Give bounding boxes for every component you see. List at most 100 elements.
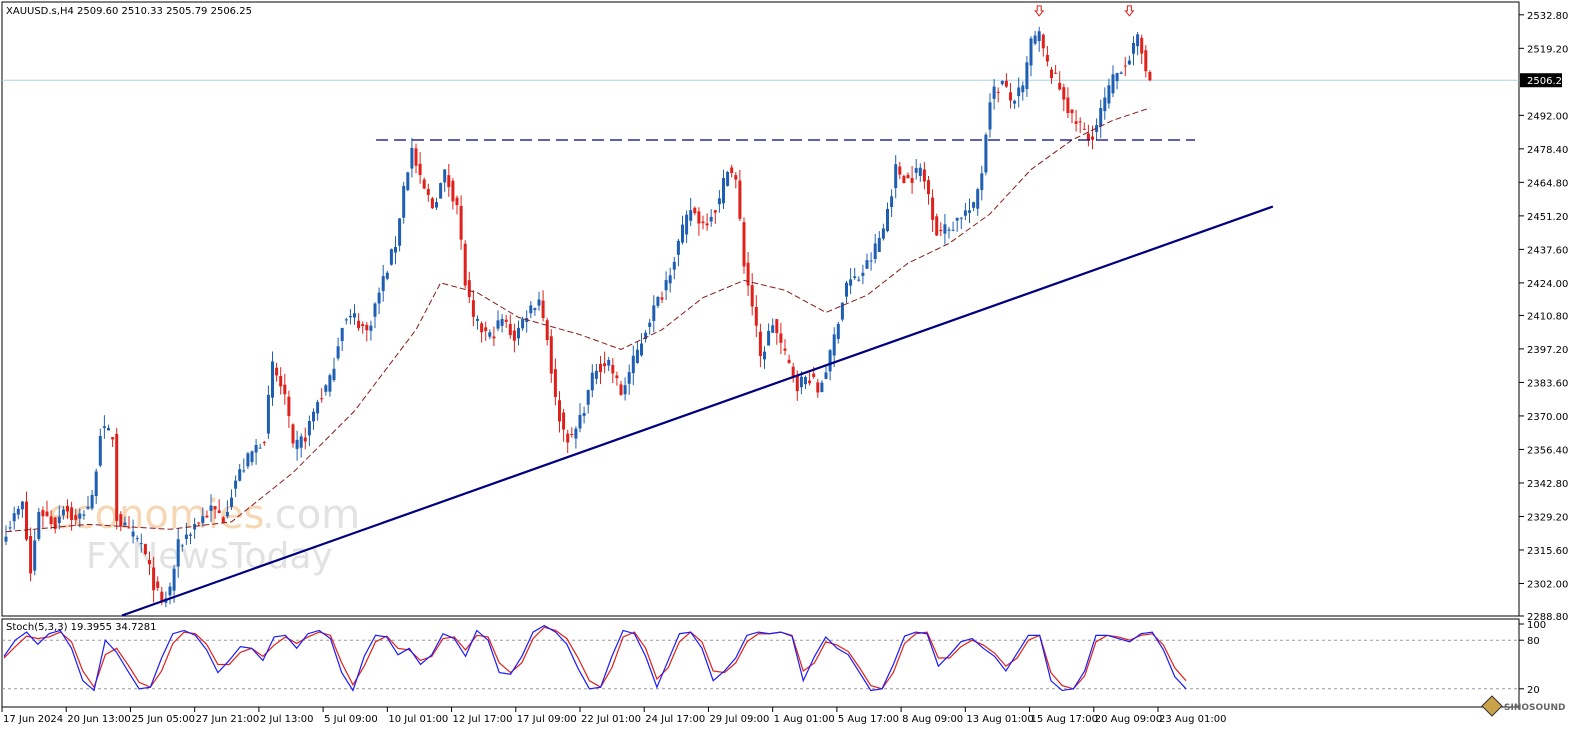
candle (262, 440, 266, 446)
candle-body (763, 351, 766, 360)
candle-body (29, 535, 33, 574)
candle (635, 341, 639, 364)
candle (78, 508, 82, 528)
candle (143, 543, 147, 556)
candle-body (246, 453, 250, 467)
candle-body (808, 380, 812, 384)
candle-body (861, 272, 865, 276)
candle (53, 516, 57, 534)
candle-body (578, 414, 582, 429)
candle-body (221, 517, 225, 523)
candle (619, 380, 623, 396)
candle-body (463, 243, 467, 286)
candle-body (652, 305, 656, 321)
candle (1123, 56, 1127, 77)
candle (984, 132, 988, 176)
candle-body (303, 437, 307, 442)
candle-body (61, 509, 65, 516)
candle-body (242, 470, 246, 472)
candle (910, 166, 914, 194)
candle (209, 494, 213, 523)
candle-body (1029, 38, 1033, 66)
candle (115, 427, 119, 530)
candle (135, 535, 139, 542)
candle (574, 426, 578, 449)
candle-body (439, 183, 443, 199)
candle (701, 215, 705, 230)
candle-body (869, 260, 873, 262)
candle-body (988, 102, 992, 130)
candle-body (927, 180, 930, 195)
candle-body (176, 539, 180, 567)
time-tick-label: 17 Jun 2024 (3, 714, 63, 725)
candle (414, 143, 418, 174)
candle-body (455, 197, 459, 206)
candle-body (1086, 133, 1090, 141)
candle-body (689, 210, 693, 221)
candle (320, 388, 324, 403)
candle (853, 267, 857, 280)
candle-body (148, 559, 151, 565)
price-tick-label: 2342.80 (1527, 479, 1568, 490)
candle (242, 458, 246, 473)
candle (845, 280, 848, 304)
candle (627, 364, 631, 395)
candle (586, 389, 590, 414)
time-tick-label: 27 Jun 21:00 (196, 714, 260, 725)
candle (217, 499, 221, 514)
candle (873, 234, 877, 264)
candle-body (410, 147, 414, 169)
candle (1148, 70, 1152, 82)
candle-body (139, 543, 143, 545)
candle (553, 358, 557, 406)
candle-body (824, 372, 828, 379)
candle-body (41, 510, 45, 517)
candle (668, 267, 672, 293)
candle (1144, 45, 1148, 78)
candle-body (660, 297, 664, 300)
candle (545, 317, 549, 346)
candle (381, 264, 385, 302)
candle (156, 576, 160, 591)
candle (184, 522, 188, 545)
candle-body (1045, 54, 1049, 62)
time-tick-label: 20 Aug 09:00 (1095, 714, 1162, 725)
candle (225, 500, 229, 519)
candle (8, 520, 12, 532)
candle (418, 151, 422, 184)
candle (369, 320, 373, 341)
candle (566, 429, 570, 454)
candle-body (418, 163, 422, 175)
candle (90, 489, 94, 511)
candle-body (115, 433, 119, 521)
candle-body (857, 279, 861, 281)
candle-body (480, 323, 484, 333)
candle (254, 439, 258, 465)
candle (1140, 34, 1144, 65)
candle-body (635, 349, 639, 364)
time-tick-label: 17 Jul 09:00 (517, 714, 577, 725)
candle-body (521, 318, 525, 329)
candle-body (234, 480, 238, 489)
candle-body (496, 320, 500, 329)
candle (373, 302, 377, 329)
candle (340, 327, 344, 352)
candle-body (599, 363, 602, 373)
candle (521, 316, 525, 331)
candle-body (791, 366, 795, 378)
candle-body (631, 355, 635, 374)
candle-body (734, 175, 738, 180)
candle (299, 433, 303, 458)
candle (463, 240, 467, 289)
candle-body (312, 411, 315, 422)
candle-body (484, 327, 488, 332)
candle-body (328, 375, 332, 392)
candle (840, 302, 844, 322)
candle-body (627, 372, 631, 384)
candle (529, 301, 533, 319)
candle-body (361, 324, 365, 327)
price-tick-label: 2451.20 (1527, 212, 1568, 223)
time-tick-label: 12 Jul 17:00 (453, 714, 513, 725)
candle-body (943, 224, 947, 234)
candle (484, 321, 488, 341)
